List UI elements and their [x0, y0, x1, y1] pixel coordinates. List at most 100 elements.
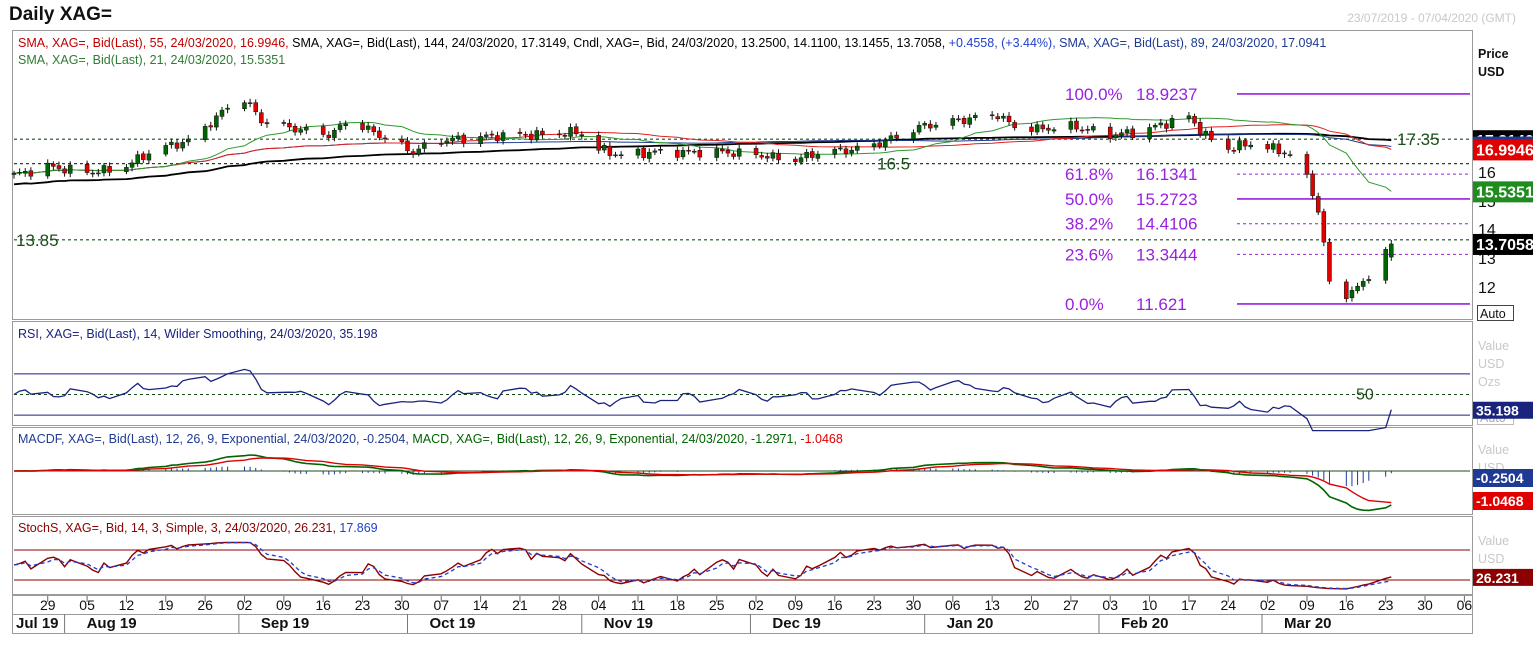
macd-legend: MACDF, XAG=, Bid(Last), 12, 26, 9, Expon… [18, 432, 843, 446]
candle-down [1197, 122, 1203, 135]
candle-down [517, 131, 523, 134]
candle-down [1327, 241, 1332, 282]
fib-value-61.8%: 16.1341 [1136, 165, 1197, 184]
candle-down [725, 149, 731, 154]
candle-down [208, 125, 214, 128]
candle-down [843, 148, 849, 155]
candle-up [1186, 115, 1192, 119]
candle-up [17, 172, 22, 174]
candle-down [776, 152, 781, 161]
candle-down [562, 135, 568, 137]
candle-down [1344, 281, 1349, 299]
candle-down [259, 112, 264, 124]
candle-up [618, 154, 624, 157]
rsi-tag-bg [1473, 401, 1533, 419]
stoch-axis-header: Value [1478, 534, 1509, 548]
month-label-Jan 20: Jan 20 [947, 615, 994, 632]
fibonacci-retracement: 100.0% 18.9237 61.8% 16.1341 50.0% 15.2723 38.… [1065, 85, 1470, 314]
month-label-Feb 20: Feb 20 [1121, 615, 1169, 632]
candle-up [1158, 122, 1164, 126]
candle-down [1310, 173, 1315, 196]
candle-up [365, 125, 371, 130]
candle-down [753, 148, 759, 155]
macd-tag-bg [1473, 492, 1533, 510]
candle-down [1046, 127, 1051, 131]
x-tick-06: 06 [1457, 597, 1473, 613]
candle-up [1113, 134, 1119, 139]
candle-up [180, 142, 185, 149]
candle-down [793, 158, 798, 162]
x-tick-18: 18 [670, 597, 686, 613]
fib-value-50.0%: 15.2723 [1136, 190, 1197, 209]
candle-up [219, 109, 225, 117]
candle-up [1034, 124, 1040, 133]
candle-up [1147, 127, 1152, 139]
candle-up [1237, 140, 1242, 151]
candle-down [1012, 122, 1017, 129]
candle-down [607, 145, 613, 156]
x-tick-29: 29 [40, 597, 56, 613]
rsi-axis-header: Value [1478, 339, 1509, 353]
candle-down [1282, 152, 1287, 155]
candle-down [877, 142, 882, 147]
candle-up [483, 134, 489, 137]
price-auto-box[interactable] [1477, 305, 1514, 321]
candle-down [51, 163, 56, 167]
candle-up [658, 149, 663, 151]
candle-up [1152, 125, 1158, 128]
candle-up [202, 126, 208, 141]
candle-down [1304, 154, 1310, 175]
candle-down [287, 122, 292, 128]
x-tick-23: 23 [866, 597, 882, 613]
candle-up [214, 115, 219, 128]
stoch-axis-unit: USD [1478, 552, 1504, 566]
price-legend-line1: SMA, XAG=, Bid(Last), 55, 24/03/2020, 16… [18, 36, 1326, 50]
x-tick-05: 05 [79, 597, 95, 613]
x-tick-30: 30 [394, 597, 410, 613]
candle-down [894, 134, 899, 139]
candle-down [382, 137, 388, 140]
rsi-axis-unit: USD [1478, 357, 1504, 371]
price-tag-16.9946: 16.9946 [1476, 142, 1534, 159]
legend-segment-3: +0.4558, (+3.44%), [949, 36, 1060, 50]
legend-segment-2: Cndl, XAG=, Bid, 24/03/2020, 13.2500, 14… [573, 36, 948, 50]
candle-up [950, 118, 956, 126]
x-tick-10: 10 [1142, 597, 1158, 613]
candle-down [410, 151, 416, 155]
x-tick-09: 09 [788, 597, 804, 613]
x-tick-12: 12 [119, 597, 135, 613]
fib-value-100.0%: 18.9237 [1136, 85, 1197, 104]
candle-down [461, 134, 466, 144]
candle-up [343, 123, 348, 126]
candle-down [1209, 130, 1214, 140]
candle-down [141, 153, 146, 160]
candle-up [163, 145, 169, 155]
candle-down [1242, 140, 1248, 147]
candle-down [405, 140, 410, 152]
price-auto-label[interactable]: Auto [1480, 307, 1506, 321]
candlesticks [11, 98, 1394, 303]
candle-down [1130, 128, 1135, 138]
candle-down [523, 134, 528, 136]
x-tick-23: 23 [1378, 597, 1394, 613]
candle-up [101, 165, 107, 174]
stoch-tag: 26.231 [1476, 570, 1519, 586]
x-tick-30: 30 [1417, 597, 1433, 613]
candle-up [1001, 115, 1006, 119]
candle-up [169, 141, 174, 145]
candle-up [304, 127, 309, 131]
candle-up [242, 102, 247, 109]
candle-down [540, 130, 545, 135]
legend-segment-4: SMA, XAG=, Bid(Last), 89, 24/03/2020, 17… [1059, 36, 1326, 50]
candle-up [973, 115, 978, 118]
candle-down [1040, 124, 1046, 130]
candle-down [928, 123, 933, 129]
candle-down [573, 126, 579, 135]
macd-signal-line [14, 457, 1392, 504]
candle-up [804, 151, 809, 159]
candle-down [399, 138, 405, 142]
sma-55-line [13, 124, 1392, 174]
candle-down [253, 102, 258, 113]
candle-up [798, 157, 804, 163]
